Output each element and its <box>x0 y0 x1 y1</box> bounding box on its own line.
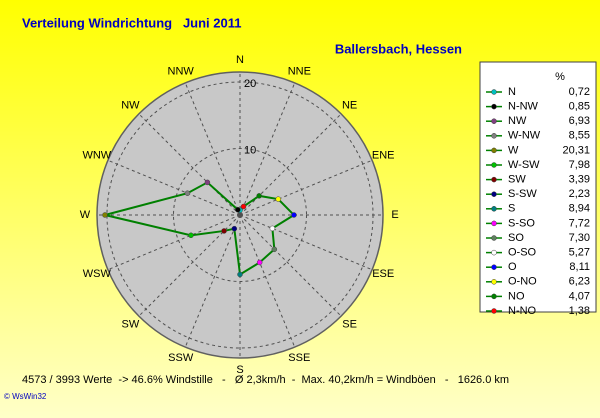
axis-label: NE <box>342 99 357 111</box>
legend-label: S-SO <box>508 217 535 229</box>
legend-value: 7,98 <box>569 159 590 171</box>
axis-label: E <box>391 209 398 221</box>
axis-label: SE <box>342 319 357 331</box>
legend-label: NO <box>508 290 525 302</box>
axis-label: SSE <box>288 352 310 364</box>
legend-label: W <box>508 144 519 156</box>
legend-marker <box>491 147 497 154</box>
radar-point <box>240 203 247 210</box>
radar-point <box>256 193 262 199</box>
legend-value: 5,27 <box>569 247 590 259</box>
legend-label: NW <box>508 115 527 127</box>
legend-value: 20,31 <box>562 144 590 156</box>
legend-value: 7,72 <box>569 217 590 229</box>
legend-value: 8,55 <box>569 130 590 142</box>
legend-value: 8,94 <box>569 203 590 215</box>
legend-title: % <box>555 71 565 83</box>
chart-title: Verteilung Windrichtung Juni 2011 <box>22 15 241 30</box>
axis-label: WSW <box>83 268 112 280</box>
r-tick-label: 10 <box>244 144 256 156</box>
axis-label: NW <box>121 99 140 111</box>
credit: © WsWin32 <box>4 392 47 401</box>
legend-value: 7,30 <box>569 232 590 244</box>
legend-marker <box>491 176 497 183</box>
subtitle: Ballersbach, Hessen <box>335 41 462 56</box>
radar-point <box>291 212 297 218</box>
axis-label: ENE <box>372 150 395 162</box>
radar-point <box>102 212 108 218</box>
axis-label: WNW <box>82 150 111 162</box>
legend-label: O-NO <box>508 276 537 288</box>
legend-marker <box>491 264 497 270</box>
legend-marker <box>491 133 497 139</box>
legend-marker <box>491 308 497 314</box>
legend-value: 4,07 <box>569 290 590 302</box>
legend-label: N-NO <box>508 305 537 317</box>
legend-value: 0,85 <box>569 101 590 113</box>
legend-label: S-SW <box>508 188 537 200</box>
legend-label: W-NW <box>508 130 541 142</box>
legend-marker <box>491 220 497 227</box>
legend-label: N-NW <box>508 101 539 113</box>
axis-label: SW <box>122 319 140 331</box>
legend-marker <box>491 191 497 197</box>
radar-point <box>256 259 263 266</box>
legend-marker <box>491 293 497 300</box>
radar-point <box>231 225 238 232</box>
legend-marker <box>491 103 497 110</box>
legend-value: 2,23 <box>569 188 590 200</box>
axis-label: W <box>80 209 91 221</box>
legend-label: O-SO <box>508 247 537 259</box>
legend-label: SW <box>508 174 526 186</box>
legend-label: O <box>508 261 517 273</box>
axis-label: NNE <box>288 66 311 78</box>
legend-marker <box>491 249 497 256</box>
radar-point <box>275 196 282 202</box>
radar-point <box>235 207 241 213</box>
legend-value: 3,39 <box>569 174 590 186</box>
footer: 4573 / 3993 Werte -> 46.6% Windstille - … <box>22 374 509 386</box>
legend-value: 6,93 <box>569 115 590 127</box>
legend-marker <box>491 235 497 241</box>
r-tick-label: 20 <box>244 78 256 90</box>
legend-value: 0,72 <box>569 86 590 98</box>
axis-label: N <box>236 54 244 66</box>
radar-point <box>269 225 276 232</box>
legend-marker <box>491 89 497 95</box>
legend-box <box>479 61 597 313</box>
legend-label: W-SW <box>508 159 540 171</box>
radar-point <box>221 228 227 234</box>
axis-label: ESE <box>372 268 394 280</box>
legend-value: 6,23 <box>569 276 590 288</box>
radar-point <box>188 232 194 239</box>
legend-value: 8,11 <box>569 261 590 273</box>
radar-point <box>184 190 191 196</box>
radar-point <box>271 246 278 253</box>
legend-marker <box>491 162 497 168</box>
axis-label: SSW <box>168 352 194 364</box>
radar-point <box>237 271 243 278</box>
legend-marker <box>491 279 497 285</box>
axis-label: NNW <box>168 66 195 78</box>
axis-label: S <box>236 364 243 376</box>
legend-value: 1,38 <box>569 305 590 317</box>
legend-marker <box>491 206 497 212</box>
legend-label: N <box>508 86 516 98</box>
legend-label: SO <box>508 232 524 244</box>
legend-label: S <box>508 203 515 215</box>
radar-point <box>204 179 211 186</box>
legend-marker <box>491 118 497 124</box>
